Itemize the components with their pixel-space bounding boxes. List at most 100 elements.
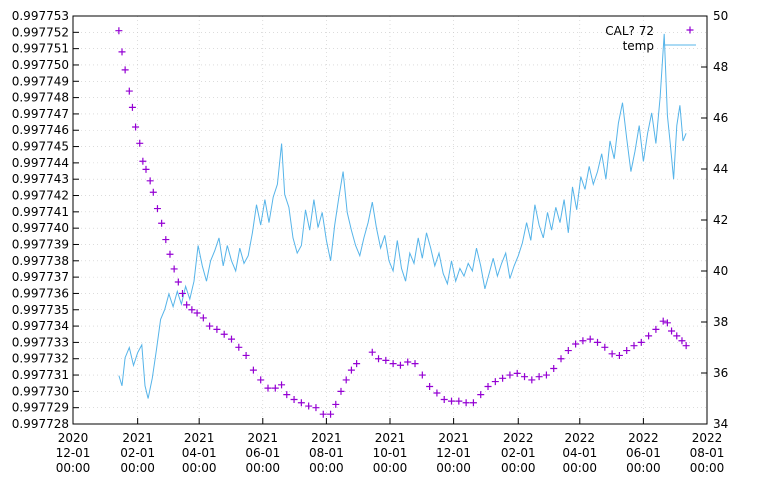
cal-point	[290, 396, 298, 404]
cal-point	[305, 402, 313, 410]
y2-tick-label: 38	[713, 315, 728, 329]
y-tick-label: 0.997743	[12, 172, 69, 186]
cal-point	[213, 325, 221, 333]
cal-point	[278, 381, 286, 389]
x-tick-label: 06-01	[245, 446, 280, 460]
cal-point	[183, 301, 191, 309]
cal-point	[368, 348, 376, 356]
y-tick-label: 0.997746	[12, 123, 69, 137]
cal-point	[564, 347, 572, 355]
cal-point	[491, 378, 499, 386]
y-tick-label: 0.997733	[12, 335, 69, 349]
cal-point	[142, 165, 150, 173]
cal-point	[615, 351, 623, 359]
y-tick-label: 0.997750	[12, 58, 69, 72]
cal-point	[136, 139, 144, 147]
cal-point	[342, 376, 350, 384]
y2-tick-label: 44	[713, 162, 728, 176]
cal-point	[139, 157, 147, 165]
cal-point	[542, 371, 550, 379]
legend: CAL? 72 temp	[605, 24, 696, 53]
cal-point	[121, 66, 129, 74]
cal-point	[166, 250, 174, 258]
cal-point	[673, 332, 681, 340]
grid	[73, 16, 707, 424]
x-tick-label: 00:00	[373, 461, 408, 475]
cal-point	[630, 342, 638, 350]
x-tick-label: 2021	[184, 431, 215, 445]
x-tick-label: 08-01	[309, 446, 344, 460]
x-tick-label: 00:00	[690, 461, 725, 475]
cal-point	[312, 404, 320, 412]
cal-point	[440, 396, 448, 404]
x-tick-label: 2022	[692, 431, 723, 445]
cal-point	[283, 391, 291, 399]
x-tick-label: 00:00	[626, 461, 661, 475]
x-tick-label: 02-01	[120, 446, 155, 460]
x-tick-label: 00:00	[501, 461, 536, 475]
cal-point	[557, 355, 565, 363]
y-tick-label: 0.997748	[12, 91, 69, 105]
cal-point	[149, 188, 157, 196]
cal-point	[193, 309, 201, 317]
cal-point	[637, 338, 645, 346]
y-tick-label: 0.997728	[12, 417, 69, 431]
x-tick-label: 2022	[503, 431, 534, 445]
legend-label-0: CAL? 72	[605, 24, 654, 38]
cal-point	[375, 355, 383, 363]
cal-point	[220, 330, 228, 338]
cal-point	[645, 332, 653, 340]
cal-point	[337, 387, 345, 395]
cal-point	[608, 350, 616, 358]
cal-point	[663, 319, 671, 327]
cal-point	[594, 338, 602, 346]
x-tick-label: 10-01	[373, 446, 408, 460]
cal-point	[347, 366, 355, 374]
cal-point	[228, 335, 235, 343]
x-tick-label: 2020	[58, 431, 89, 445]
cal-point	[242, 351, 250, 359]
axes: 0.997728 0.997729 0.997730 0.997731 0.997732…	[12, 9, 729, 475]
cal-point	[418, 371, 426, 379]
y-tick-label: 0.997742	[12, 189, 69, 203]
x-tick-label: 2021	[122, 431, 153, 445]
cal-point	[433, 389, 441, 397]
cal-point	[601, 343, 609, 351]
x-tick-label: 2022	[565, 431, 596, 445]
cal-point	[404, 358, 412, 366]
series-layer	[115, 27, 690, 418]
y-tick-label: 0.997752	[12, 25, 69, 39]
y-tick-label: 0.997731	[12, 368, 69, 382]
y-tick-label: 0.997734	[12, 319, 69, 333]
cal-point	[623, 347, 631, 355]
cal-point	[469, 399, 477, 407]
temp-series-line	[118, 33, 687, 399]
y-tick-label: 0.997737	[12, 270, 69, 284]
x-tick-label: 00:00	[562, 461, 597, 475]
x-tick-label: 00:00	[120, 461, 155, 475]
x-tick-label: 06-01	[626, 446, 661, 460]
y2-tick-label: 46	[713, 111, 728, 125]
x-tick-label: 04-01	[182, 446, 217, 460]
cal-point	[484, 382, 492, 390]
cal-point	[455, 397, 463, 405]
x-tick-label: 00:00	[436, 461, 471, 475]
cal-point	[535, 373, 543, 381]
cal-point	[426, 382, 434, 390]
cal-point	[396, 361, 404, 369]
x-tick-label: 04-01	[562, 446, 597, 460]
cal-point	[271, 384, 279, 392]
x-tick-label: 12-01	[436, 446, 471, 460]
cal-point	[178, 289, 186, 297]
y2-tick-label: 42	[713, 213, 728, 227]
y-tick-label: 0.997732	[12, 352, 69, 366]
cal-point	[115, 27, 123, 35]
cal-point	[506, 371, 514, 379]
cal-point	[146, 177, 154, 185]
x-tick-label: 02-01	[501, 446, 536, 460]
cal-point	[572, 340, 580, 348]
legend-marker-cal	[686, 26, 694, 34]
x-tick-label: 2021	[248, 431, 279, 445]
